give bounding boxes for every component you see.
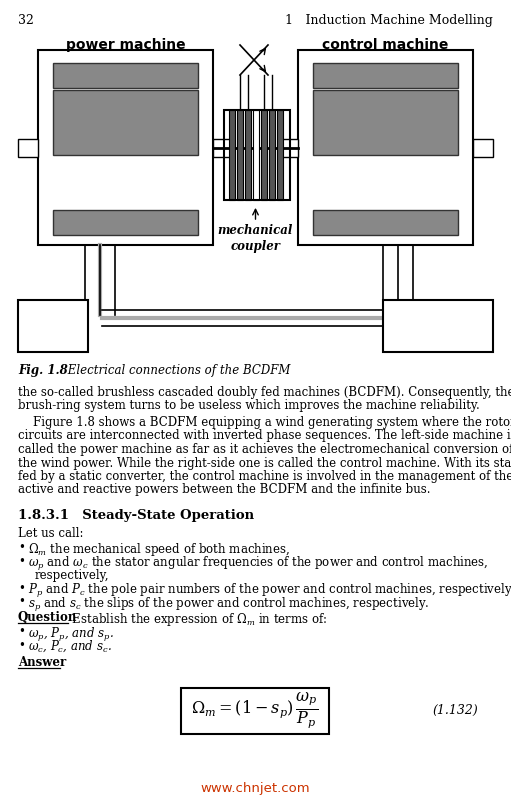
Bar: [18, 139, 38, 156]
Text: www.chnjet.com: www.chnjet.com: [201, 782, 310, 795]
Text: •: •: [18, 626, 25, 638]
Bar: [280, 139, 298, 156]
Text: respectively,: respectively,: [35, 569, 109, 582]
Bar: [213, 139, 231, 156]
Text: •: •: [18, 582, 25, 595]
Text: Let us call:: Let us call:: [18, 527, 83, 540]
Bar: [313, 210, 458, 235]
Text: Establish the expression of $\Omega_m$ in terms of:: Establish the expression of $\Omega_m$ i…: [68, 611, 328, 628]
Text: $\Omega_m$ the mechanical speed of both machines,: $\Omega_m$ the mechanical speed of both …: [28, 541, 290, 558]
Bar: [313, 90, 458, 155]
Text: the wind power. While the right-side one is called the control machine. With its: the wind power. While the right-side one…: [18, 457, 511, 469]
Bar: [269, 110, 275, 200]
Text: $P_p$ and $P_c$ the pole pair numbers of the power and control machines, respect: $P_p$ and $P_c$ the pole pair numbers of…: [28, 582, 511, 600]
Text: $\omega_p$ and $\omega_c$ the stator angular frequencies of the power and contro: $\omega_p$ and $\omega_c$ the stator ang…: [28, 555, 489, 573]
Text: 1.8.3.1 Steady-State Operation: 1.8.3.1 Steady-State Operation: [18, 509, 254, 522]
Bar: [383, 300, 493, 352]
Text: called the power machine as far as it achieves the electromechanical conversion : called the power machine as far as it ac…: [18, 443, 511, 456]
Text: 32: 32: [18, 14, 34, 27]
Text: fed by a static converter, the control machine is involved in the management of : fed by a static converter, the control m…: [18, 470, 511, 483]
Text: Fig. 1.8: Fig. 1.8: [18, 364, 68, 377]
Bar: [313, 63, 458, 88]
Text: infinite
bus: infinite bus: [28, 309, 78, 339]
Text: 1 Induction Machine Modelling: 1 Induction Machine Modelling: [285, 14, 493, 27]
Bar: [277, 110, 283, 200]
Bar: [53, 63, 198, 88]
Text: $\omega_p$, $P_p$, and $s_p$.: $\omega_p$, $P_p$, and $s_p$.: [28, 626, 114, 643]
Text: mechanical
coupler: mechanical coupler: [218, 224, 293, 253]
Text: (1.132): (1.132): [432, 704, 478, 717]
Bar: [181, 687, 329, 734]
Text: •: •: [18, 541, 25, 554]
Bar: [53, 210, 198, 235]
Bar: [253, 110, 259, 200]
Text: active and reactive powers between the BCDFM and the infinite bus.: active and reactive powers between the B…: [18, 484, 430, 497]
Bar: [245, 110, 251, 200]
Text: Answer: Answer: [18, 655, 66, 669]
Text: control machine: control machine: [322, 38, 449, 52]
Text: the so-called brushless cascaded doubly fed machines (BCDFM). Consequently, the: the so-called brushless cascaded doubly …: [18, 386, 511, 399]
Text: power machine: power machine: [66, 38, 185, 52]
Text: •: •: [18, 639, 25, 652]
Bar: [473, 139, 493, 156]
Text: $\omega_c$, $P_c$, and $s_c$.: $\omega_c$, $P_c$, and $s_c$.: [28, 639, 112, 654]
Text: circuits are interconnected with inverted phase sequences. The left-side machine: circuits are interconnected with inverte…: [18, 429, 511, 442]
Text: Figure 1.8 shows a BCDFM equipping a wind generating system where the rotor: Figure 1.8 shows a BCDFM equipping a win…: [18, 416, 511, 429]
Text: •: •: [18, 595, 25, 609]
Text: $s_p$ and $s_c$ the slips of the power and control machines, respectively.: $s_p$ and $s_c$ the slips of the power a…: [28, 595, 430, 614]
Text: •: •: [18, 555, 25, 568]
Bar: [261, 110, 267, 200]
Bar: [38, 50, 213, 245]
Bar: [237, 110, 243, 200]
Bar: [229, 110, 235, 200]
Text: Question: Question: [18, 611, 77, 624]
Bar: [53, 90, 198, 155]
Text: $\Omega_m = (1 - s_p)\,\dfrac{\omega_p}{P_p}$: $\Omega_m = (1 - s_p)\,\dfrac{\omega_p}{…: [192, 690, 318, 731]
Bar: [18, 300, 88, 352]
Text: Electrical connections of the BCDFM: Electrical connections of the BCDFM: [56, 364, 290, 377]
Text: brush-ring system turns to be useless which improves the machine reliability.: brush-ring system turns to be useless wh…: [18, 400, 480, 413]
Bar: [298, 50, 473, 245]
Bar: [224, 110, 290, 200]
Text: control
converter: control converter: [404, 309, 472, 339]
